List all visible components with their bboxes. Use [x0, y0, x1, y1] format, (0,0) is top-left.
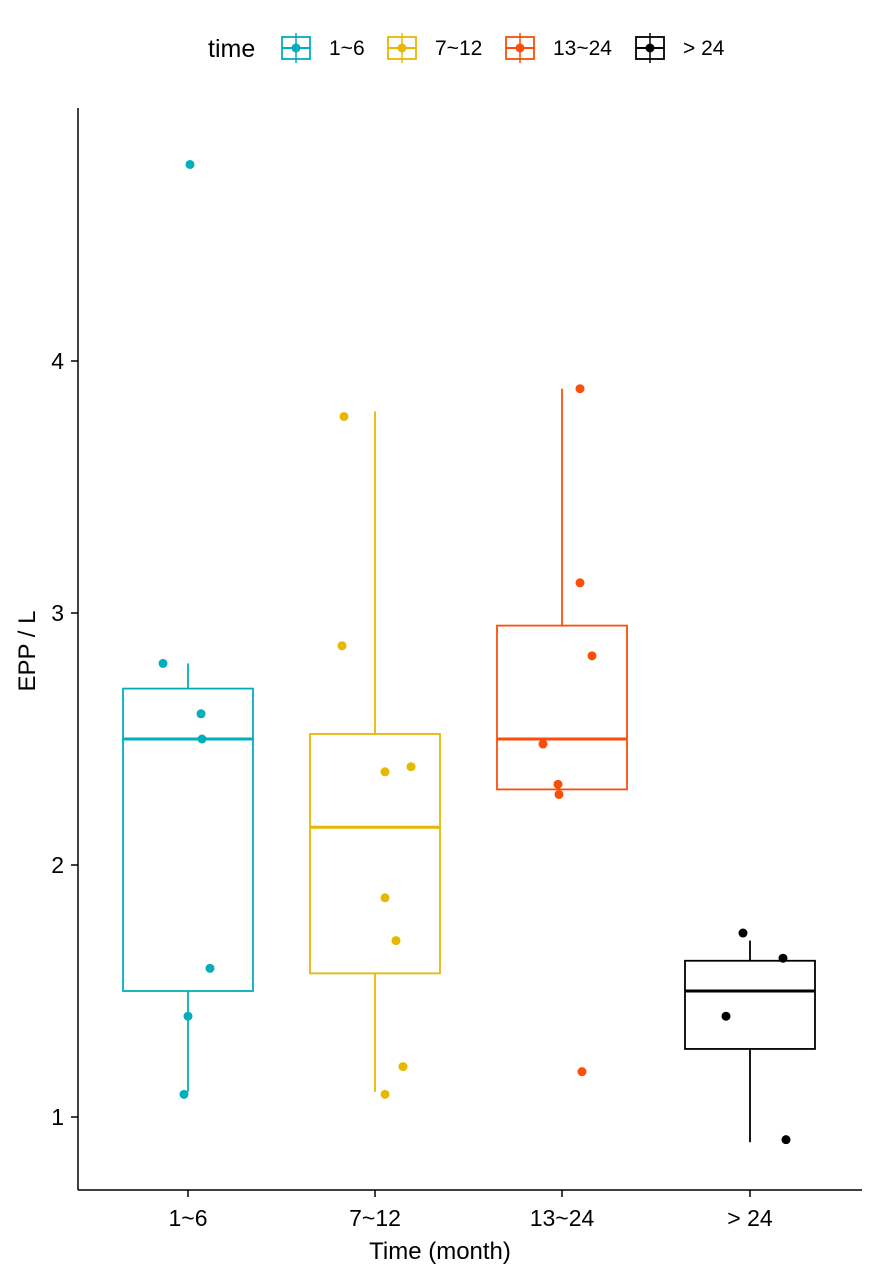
data-point	[398, 1062, 408, 1072]
data-point	[391, 936, 401, 946]
legend-key-dot	[515, 43, 525, 53]
x-tick-label: 1~6	[168, 1205, 207, 1231]
y-tick-label: 1	[51, 1104, 64, 1130]
legend-key	[281, 33, 311, 63]
box-group-2	[309, 411, 441, 1099]
data-point	[380, 1089, 390, 1099]
legend-key-dot	[291, 43, 301, 53]
data-point	[158, 658, 168, 668]
data-point	[183, 1011, 193, 1021]
legend-key-dot	[645, 43, 655, 53]
y-tick-label: 3	[51, 600, 64, 626]
box	[684, 959, 816, 1050]
data-point	[738, 928, 748, 938]
data-point	[553, 779, 563, 789]
data-point	[380, 767, 390, 777]
y-tick-label: 4	[51, 348, 64, 374]
x-tick-label: > 24	[727, 1205, 773, 1231]
data-point	[577, 1067, 587, 1077]
data-point	[781, 1135, 791, 1145]
data-point	[554, 789, 564, 799]
y-tick-label: 2	[51, 852, 64, 878]
data-point	[575, 578, 585, 588]
data-point	[575, 384, 585, 394]
legend-title: time	[208, 35, 256, 63]
x-axis-title: Time (month)	[369, 1238, 511, 1265]
data-point	[179, 1089, 189, 1099]
x-tick-label: 7~12	[349, 1205, 401, 1231]
data-point	[196, 709, 206, 719]
data-point	[587, 651, 597, 661]
box-group-4	[684, 928, 816, 1145]
y-axis-title: EPP / L	[14, 610, 41, 692]
legend-key	[505, 33, 535, 63]
legend-label: > 24	[683, 37, 725, 60]
box	[122, 687, 254, 992]
legend-key	[635, 33, 665, 63]
data-point	[185, 159, 195, 169]
data-point	[406, 762, 416, 772]
data-point	[197, 734, 207, 744]
x-tick-label: 13~24	[530, 1205, 595, 1231]
legend-label: 1~6	[329, 37, 365, 60]
data-point	[339, 411, 349, 421]
legend: time 1~6 7~12 13~24 > 24	[0, 0, 876, 100]
box-group-1	[122, 159, 254, 1099]
box-group-3	[496, 384, 628, 1077]
data-point	[721, 1011, 731, 1021]
legend-label: 13~24	[553, 37, 612, 60]
data-point	[778, 953, 788, 963]
data-point	[205, 963, 215, 973]
legend-key	[387, 33, 417, 63]
box	[496, 624, 628, 791]
box	[309, 733, 441, 975]
legend-label: 7~12	[435, 37, 483, 60]
data-point	[538, 739, 548, 749]
legend-key-dot	[397, 43, 407, 53]
data-point	[337, 641, 347, 651]
data-point	[380, 893, 390, 903]
